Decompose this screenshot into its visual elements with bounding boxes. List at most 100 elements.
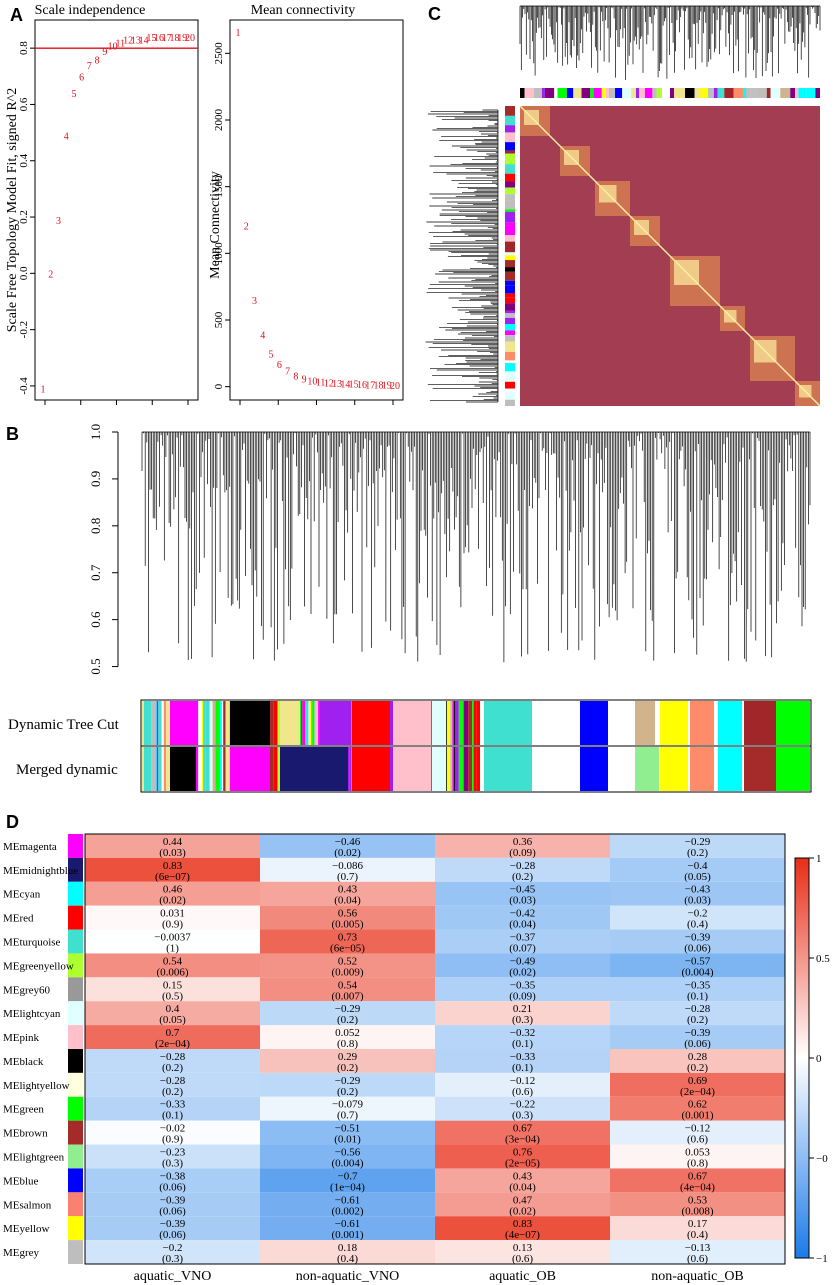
p-value: (0.9) xyxy=(162,919,183,931)
correlation-value: 0.13 xyxy=(513,1242,533,1254)
correlation-cell xyxy=(260,881,435,906)
p-value: (0.2) xyxy=(162,1062,183,1074)
ytick-label: 1500 xyxy=(213,175,225,198)
correlation-value: −0.42 xyxy=(510,908,535,920)
power-point-label: 17 xyxy=(162,33,172,44)
module-color-strip xyxy=(454,747,459,791)
module-color-strip xyxy=(315,701,319,745)
p-value: (0.007) xyxy=(331,990,363,1002)
module-color-block xyxy=(393,747,431,791)
module-color-strip xyxy=(163,747,167,791)
correlation-cell xyxy=(610,1072,785,1097)
correlation-cell xyxy=(260,1168,435,1193)
module-label: MElightyellow xyxy=(3,1080,70,1092)
module-color-strip xyxy=(201,747,204,791)
correlation-cell xyxy=(610,929,785,954)
p-value: (0.5) xyxy=(162,990,183,1002)
correlation-value: 0.56 xyxy=(338,908,358,920)
module-label: MEpink xyxy=(3,1032,40,1044)
power-point-label: 1 xyxy=(41,385,46,396)
trait-column-label: aquatic_OB xyxy=(489,1269,556,1284)
module-color-strip xyxy=(472,701,474,745)
module-color-strip xyxy=(299,701,302,745)
power-point-label: 2 xyxy=(244,221,249,232)
module-color-strip xyxy=(161,747,164,791)
module-color-strip xyxy=(505,395,515,400)
correlation-value: −0.28 xyxy=(510,860,536,872)
module-swatch xyxy=(68,905,83,930)
module-color-strip xyxy=(450,747,453,791)
correlation-value: 0.73 xyxy=(338,932,358,944)
module-color-strip xyxy=(209,747,213,791)
p-value: (6e−05) xyxy=(330,943,365,955)
module-color-block xyxy=(690,701,714,745)
correlation-value: −0.29 xyxy=(335,1075,361,1087)
colorbar-tick-label: −1 xyxy=(816,1253,828,1265)
module-color-strip xyxy=(505,360,515,364)
module-color-strip xyxy=(505,241,515,253)
correlation-value: −0.29 xyxy=(335,1003,361,1015)
correlation-cell xyxy=(435,1072,610,1097)
module-label: MEred xyxy=(3,913,34,925)
power-point-label: 4 xyxy=(260,331,265,342)
module-color-strip xyxy=(142,701,144,745)
module-swatch xyxy=(68,834,83,858)
tom-diagonal xyxy=(519,105,821,407)
module-swatch xyxy=(68,953,83,978)
module-color-strip xyxy=(476,701,481,745)
module-color-strip xyxy=(750,88,759,98)
power-point-label: 17 xyxy=(365,380,375,391)
correlation-value: 0.15 xyxy=(163,979,183,991)
trait-column-label: non-aquatic_OB xyxy=(651,1269,744,1284)
module-color-strip xyxy=(505,209,515,212)
power-point-label: 9 xyxy=(102,47,107,58)
tom-heatmap-panel xyxy=(425,5,821,407)
correlation-value: −0.2 xyxy=(163,1242,183,1254)
module-color-strip xyxy=(156,747,159,791)
power-point-label: 14 xyxy=(139,36,149,47)
correlation-value: −0.28 xyxy=(160,1075,186,1087)
correlation-cell xyxy=(260,905,435,930)
colorbar-tick-label: 0.5 xyxy=(816,953,830,965)
module-color-strip xyxy=(505,106,515,116)
module-color-strip xyxy=(798,88,807,98)
mean-connectivity-frame xyxy=(229,19,404,401)
module-color-strip xyxy=(724,88,734,98)
module-color-block xyxy=(393,701,431,745)
module-color-strip xyxy=(524,88,534,98)
colorbar-tick-label: 1 xyxy=(816,853,822,865)
module-color-strip xyxy=(225,701,230,745)
correlation-cell xyxy=(85,1025,260,1049)
p-value: (0.2) xyxy=(512,871,533,883)
trait-column-label: non-aquatic_VNO xyxy=(296,1269,399,1284)
correlation-value: 0.21 xyxy=(513,1003,532,1015)
module-color-strip xyxy=(505,211,515,223)
p-value: (0.2) xyxy=(337,1014,358,1026)
module-color-strip xyxy=(301,701,303,745)
module-color-block xyxy=(230,701,270,745)
module-label: MEgrey60 xyxy=(3,984,51,996)
module-color-strip xyxy=(505,317,515,324)
module-color-strip xyxy=(590,88,594,98)
module-color-strip xyxy=(221,747,224,791)
panel-label-a: A xyxy=(10,5,23,25)
correlation-value: 0.43 xyxy=(338,884,358,896)
module-label: MElightgreen xyxy=(3,1152,65,1164)
correlation-value: 0.4 xyxy=(166,1003,180,1015)
power-point-label: 7 xyxy=(87,61,92,72)
correlation-cell xyxy=(85,929,260,954)
module-color-block xyxy=(776,701,810,745)
tom-top-module-colors xyxy=(520,88,820,98)
power-point-label: 11 xyxy=(316,378,326,389)
power-point-label: 3 xyxy=(252,296,257,307)
module-color-strip xyxy=(311,701,313,745)
module-color-block xyxy=(432,747,446,791)
scale-independence-frame xyxy=(34,19,199,401)
p-value: (3e−04) xyxy=(505,1134,540,1146)
module-color-strip xyxy=(155,747,157,791)
module-color-strip xyxy=(223,701,226,745)
module-swatch xyxy=(68,1096,83,1121)
correlation-cell xyxy=(85,1144,260,1169)
module-color-strip xyxy=(533,88,542,98)
module-color-strip xyxy=(143,747,149,791)
